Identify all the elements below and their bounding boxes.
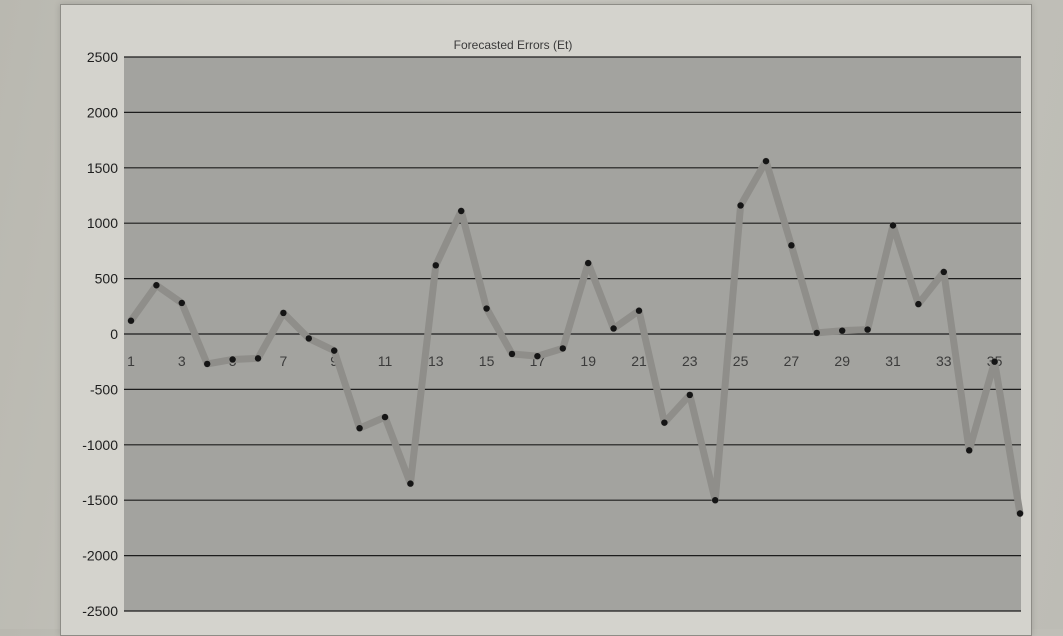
- series: [127, 157, 1024, 517]
- data-point: [178, 299, 185, 307]
- y-tick-label: 2500: [87, 49, 118, 65]
- x-tick-label: 33: [936, 353, 952, 369]
- data-point: [407, 480, 414, 487]
- data-point: [559, 345, 566, 352]
- data-point: [991, 358, 998, 365]
- x-tick-label: 23: [682, 353, 698, 369]
- y-tick-label: 1500: [87, 160, 118, 176]
- x-tick-label: 25: [733, 353, 749, 369]
- data-point: [204, 360, 211, 368]
- data-point: [127, 317, 135, 324]
- data-point: [508, 350, 516, 358]
- x-tick-label: 3: [178, 353, 186, 369]
- data-point: [915, 300, 922, 308]
- chart-frame: Forecasted Errors (Et) 2500 2000 1500 1000 5…: [60, 4, 1032, 636]
- data-point: [153, 282, 160, 289]
- x-tick-label: 7: [280, 353, 288, 369]
- x-tick-label: 1: [127, 353, 135, 369]
- y-axis: 2500 2000 1500 1000 500 0 -500 -1000 -1500 -2000 -…: [82, 49, 118, 619]
- data-point: [254, 355, 262, 362]
- data-point: [864, 326, 871, 333]
- x-tick-label: 15: [479, 353, 495, 369]
- data-point: [839, 327, 846, 334]
- data-point: [585, 259, 592, 267]
- y-tick-label: -500: [90, 381, 118, 397]
- x-tick-label: 11: [378, 353, 393, 369]
- data-point: [635, 307, 643, 314]
- series-line: [127, 157, 1024, 517]
- line-chart: Forecasted Errors (Et) 2500 2000 1500 1000 5…: [82, 38, 1024, 619]
- y-tick-label: -2500: [82, 603, 118, 619]
- gridlines: [124, 56, 1021, 612]
- y-tick-label: -2000: [82, 548, 118, 564]
- data-point: [1016, 510, 1024, 517]
- y-tick-label: -1500: [82, 492, 118, 508]
- data-point: [534, 352, 541, 360]
- y-tick-label: 500: [95, 271, 119, 287]
- data-point: [458, 207, 465, 215]
- data-point: [686, 391, 693, 399]
- y-tick-label: 1000: [87, 215, 118, 231]
- data-point: [229, 356, 236, 363]
- data-point: [280, 309, 287, 317]
- y-tick-label: 0: [110, 326, 118, 342]
- x-tick-label: 19: [580, 353, 596, 369]
- data-point: [331, 347, 338, 354]
- data-point: [889, 222, 897, 229]
- data-point: [483, 305, 490, 312]
- x-tick-label: 29: [834, 353, 850, 369]
- x-tick-label: 13: [428, 353, 444, 369]
- data-point: [305, 335, 312, 342]
- data-point: [610, 325, 617, 332]
- x-tick-label: 21: [631, 353, 647, 369]
- data-point: [661, 419, 668, 426]
- x-tick-label: 27: [784, 353, 800, 369]
- chart-title: Forecasted Errors (Et): [454, 38, 573, 52]
- y-tick-label: -1000: [82, 437, 118, 453]
- data-point: [940, 268, 947, 276]
- data-point: [712, 497, 719, 504]
- x-tick-label: 31: [885, 353, 901, 369]
- data-point: [356, 424, 363, 432]
- data-point: [788, 242, 795, 249]
- data-point: [432, 262, 439, 269]
- data-point: [762, 157, 770, 165]
- y-tick-label: 2000: [87, 104, 118, 120]
- data-point: [966, 447, 973, 454]
- data-point: [381, 413, 389, 421]
- x-axis: 1357911131517192123252729313335: [127, 353, 1002, 369]
- data-point: [737, 202, 744, 209]
- data-point: [813, 329, 820, 337]
